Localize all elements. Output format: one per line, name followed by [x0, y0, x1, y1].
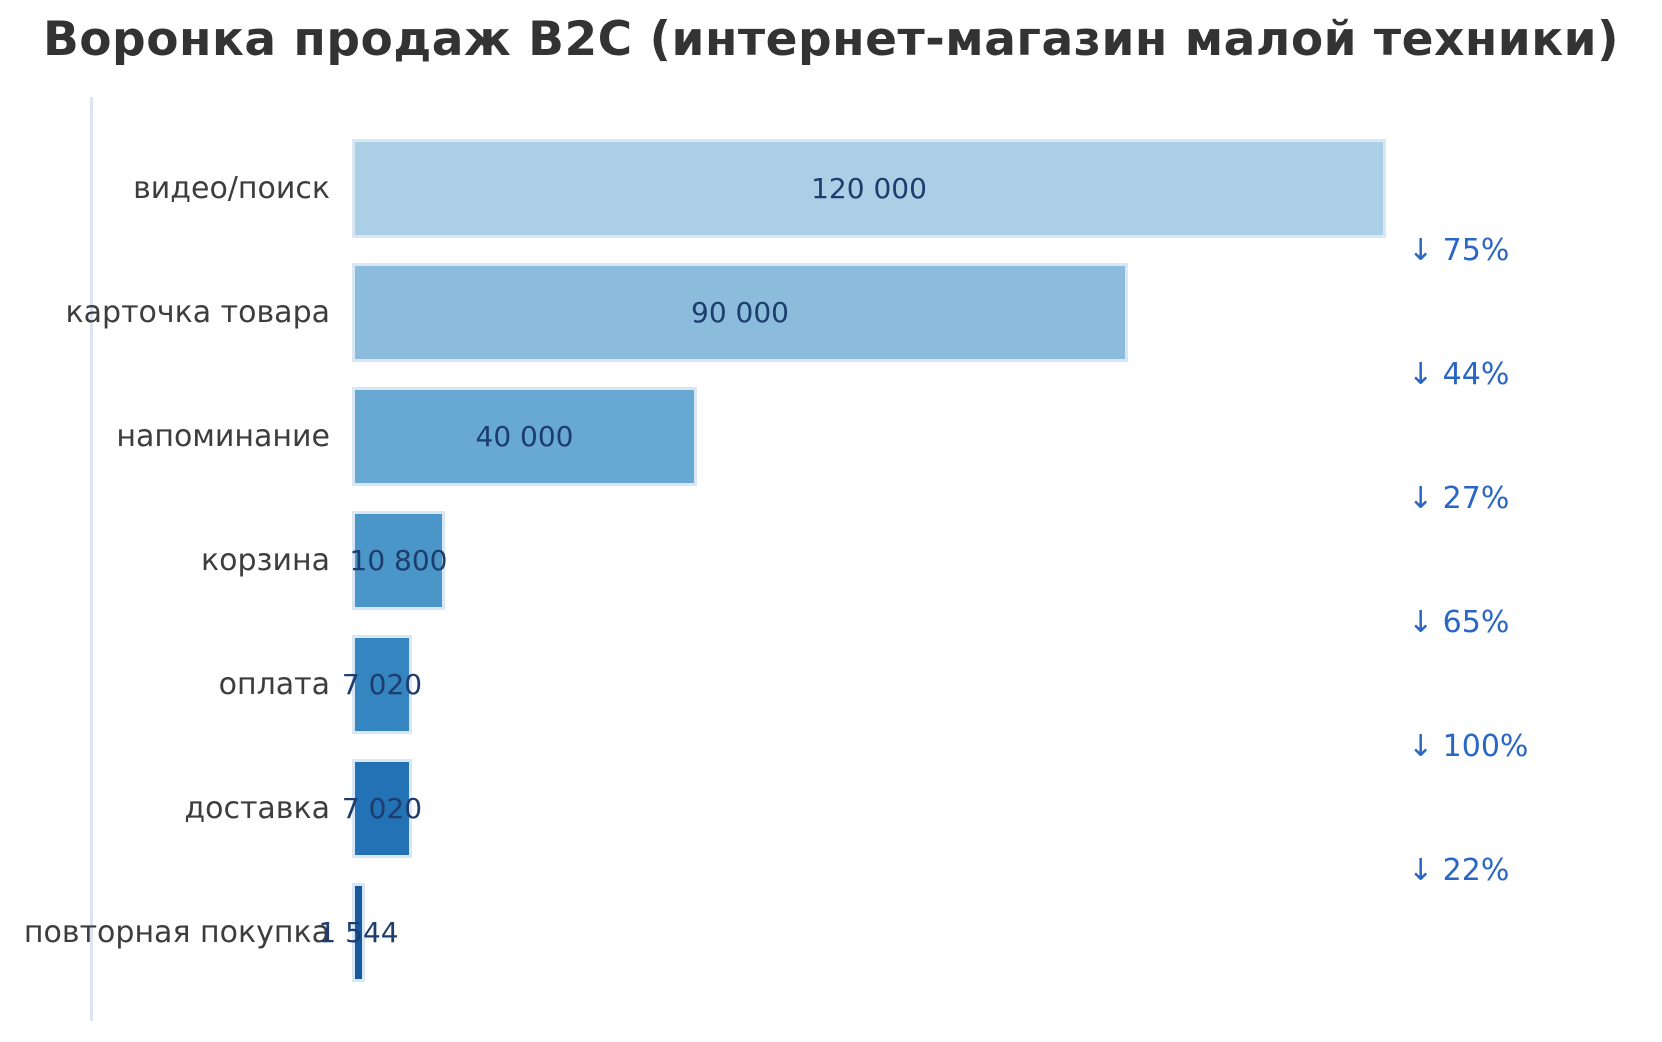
y-axis-line	[90, 97, 93, 1021]
category-label: оплата	[218, 667, 330, 702]
funnel-bar	[352, 635, 412, 734]
category-label: доставка	[184, 791, 330, 826]
category-label: видео/поиск	[133, 171, 330, 206]
value-label: 40 000	[475, 420, 574, 453]
category-label: напоминание	[116, 419, 330, 454]
value-label: 7 020	[341, 668, 423, 701]
conversion-annotation: ↓ 65%	[1408, 605, 1510, 640]
conversion-annotation: ↓ 22%	[1408, 853, 1510, 888]
funnel-bar	[352, 511, 445, 610]
conversion-annotation: ↓ 27%	[1408, 481, 1510, 516]
chart-title: Воронка продаж B2C (интернет-магазин мал…	[42, 12, 1620, 67]
conversion-annotation: ↓ 100%	[1408, 729, 1529, 764]
value-label: 1 544	[318, 916, 399, 949]
funnel-bar	[352, 759, 412, 858]
category-label: повторная покупка	[23, 915, 330, 950]
funnel-bar	[352, 139, 1386, 238]
conversion-annotation: ↓ 44%	[1408, 357, 1510, 392]
funnel-bar	[352, 883, 365, 982]
value-label: 90 000	[691, 296, 789, 329]
conversion-annotation: ↓ 75%	[1408, 233, 1510, 268]
funnel-bar	[352, 387, 697, 486]
funnel-bar	[352, 263, 1128, 362]
value-label: 120 000	[811, 172, 927, 205]
value-label: 7 020	[341, 792, 423, 825]
category-label: карточка товара	[65, 295, 330, 330]
value-label: 10 800	[349, 544, 448, 577]
category-label: корзина	[201, 543, 330, 578]
